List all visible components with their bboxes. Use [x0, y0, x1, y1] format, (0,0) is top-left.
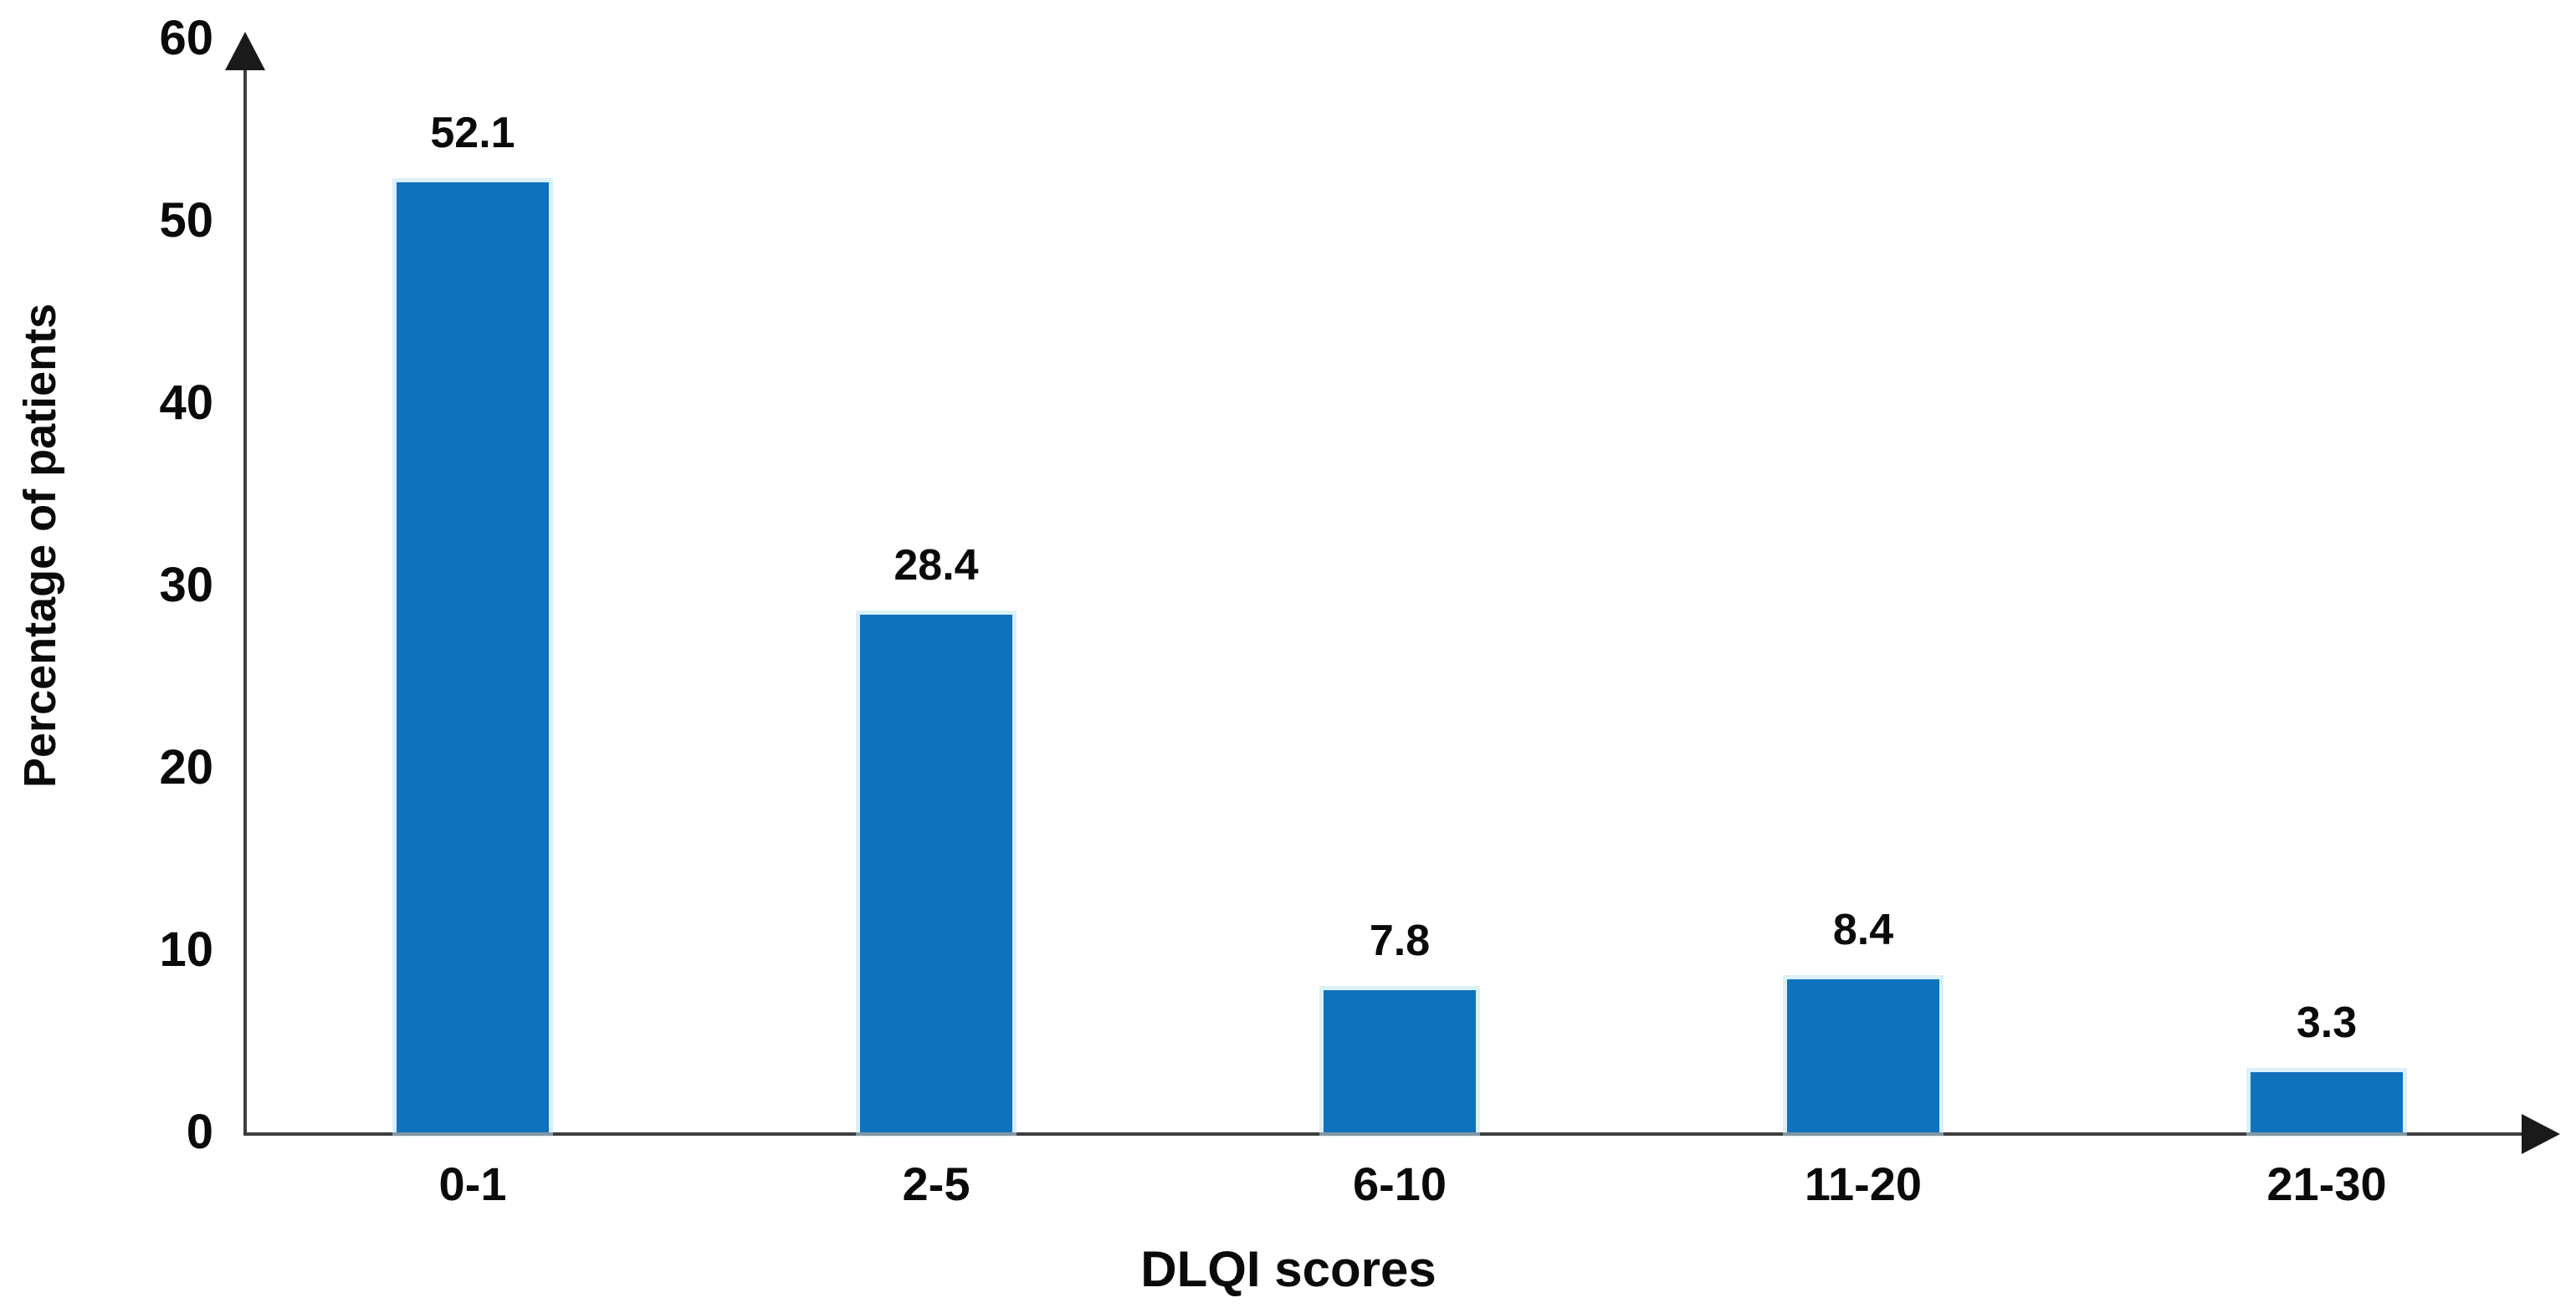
x-axis-category-label: 2-5	[902, 1157, 970, 1210]
y-axis-tick-label: 10	[159, 922, 213, 977]
bar-value-label: 28.4	[894, 541, 979, 590]
bar-2-5	[860, 615, 1012, 1132]
x-axis-category-label: 11-20	[1804, 1157, 1923, 1210]
bar-0-1	[397, 182, 549, 1132]
bar-11-20	[1787, 979, 1939, 1132]
x-axis-arrowhead-icon	[2522, 1114, 2560, 1154]
bar-value-label: 8.4	[1832, 906, 1894, 954]
y-axis-line	[243, 49, 247, 1135]
x-axis-category-label: 0-1	[438, 1157, 507, 1210]
bar-value-label: 7.8	[1369, 917, 1431, 965]
x-axis-category-label: 21-30	[2266, 1157, 2387, 1210]
y-axis-tick-label: 40	[159, 376, 213, 430]
y-axis-title: Percentage of patients	[15, 303, 65, 788]
bar-6-10	[1324, 990, 1476, 1132]
bar-value-label: 52.1	[430, 109, 515, 157]
y-axis-tick-label: 50	[159, 193, 213, 248]
y-axis-tick-label: 20	[159, 740, 213, 795]
y-axis-tick-label: 60	[159, 11, 213, 65]
x-axis-category-label: 6-10	[1352, 1157, 1447, 1210]
bar-21-30	[2251, 1072, 2403, 1132]
y-axis-arrowhead-icon	[225, 32, 265, 70]
x-axis-title: DLQI scores	[1140, 1241, 1437, 1297]
y-axis-tick-label: 0	[186, 1105, 213, 1159]
x-axis-line	[243, 1132, 2527, 1136]
y-axis-tick-label: 30	[159, 558, 213, 612]
bar-value-label: 3.3	[2296, 999, 2358, 1047]
